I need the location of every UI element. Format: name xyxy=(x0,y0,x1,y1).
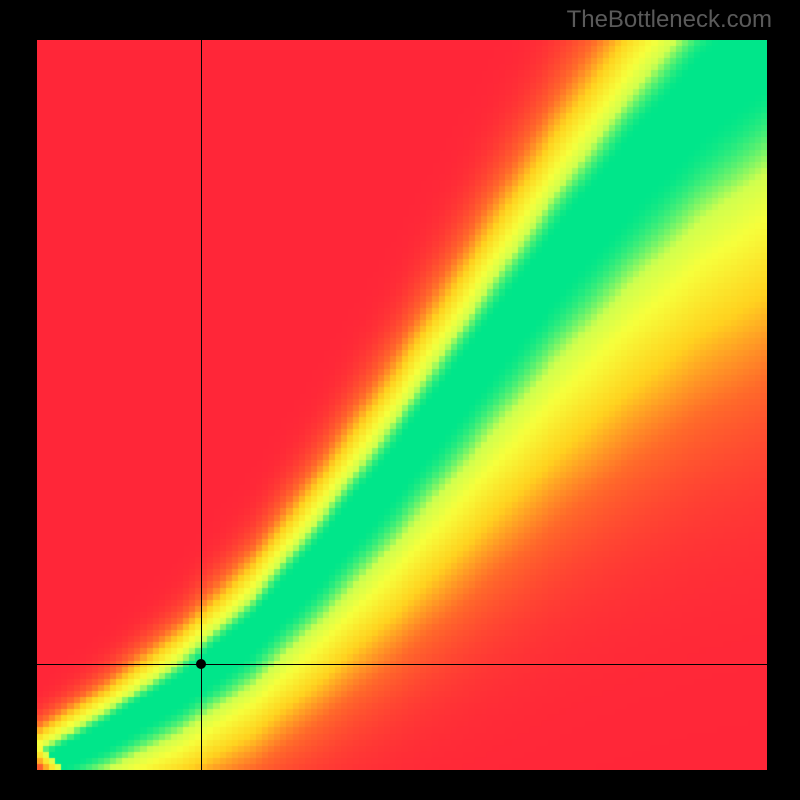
chart-outer-frame xyxy=(0,0,800,800)
crosshair-horizontal xyxy=(37,664,767,665)
crosshair-dot xyxy=(196,659,206,669)
branding-label: TheBottleneck.com xyxy=(567,6,772,34)
bottleneck-heatmap xyxy=(37,40,767,770)
